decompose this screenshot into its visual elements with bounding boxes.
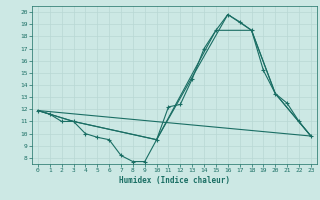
X-axis label: Humidex (Indice chaleur): Humidex (Indice chaleur) (119, 176, 230, 185)
